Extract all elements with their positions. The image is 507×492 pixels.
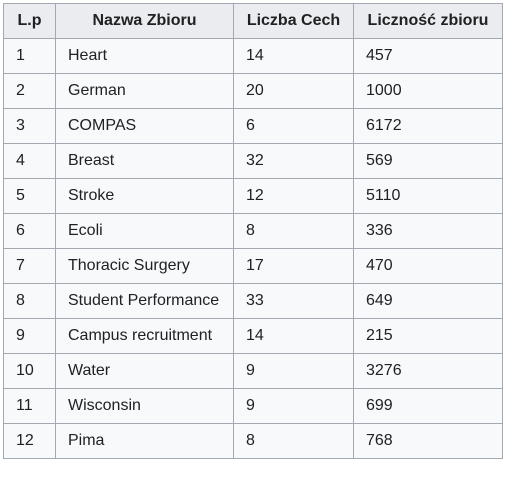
table-row: 5 Stroke 12 5110 — [3, 178, 503, 214]
feature-count-cell: 32 — [233, 143, 354, 179]
table-header: L.p Nazwa Zbioru Liczba Cech Liczność zb… — [3, 3, 503, 39]
table-row: 6 Ecoli 8 336 — [3, 213, 503, 249]
header-dataset-name: Nazwa Zbioru — [55, 3, 234, 39]
dataset-name-cell: Stroke — [55, 178, 234, 214]
table-row: 1 Heart 14 457 — [3, 38, 503, 74]
table-body: 1 Heart 14 457 2 German 20 1000 3 COMPAS 6 6172 4 Bre… — [3, 38, 503, 459]
table-row: 10 Water 9 3276 — [3, 353, 503, 389]
table-row: 7 Thoracic Surgery 17 470 — [3, 248, 503, 284]
dataset-size-cell: 569 — [353, 143, 503, 179]
feature-count-cell: 9 — [233, 353, 354, 389]
dataset-name-cell: Water — [55, 353, 234, 389]
dataset-size-cell: 3276 — [353, 353, 503, 389]
feature-count-cell: 9 — [233, 388, 354, 424]
dataset-name-cell: Student Performance — [55, 283, 234, 319]
feature-count-cell: 12 — [233, 178, 354, 214]
row-index-cell: 8 — [3, 283, 56, 319]
dataset-size-cell: 649 — [353, 283, 503, 319]
dataset-size-cell: 457 — [353, 38, 503, 74]
feature-count-cell: 14 — [233, 318, 354, 354]
header-dataset-size: Liczność zbioru — [353, 3, 503, 39]
feature-count-cell: 33 — [233, 283, 354, 319]
table-row: 9 Campus recruitment 14 215 — [3, 318, 503, 354]
dataset-name-cell: Campus recruitment — [55, 318, 234, 354]
row-index-cell: 6 — [3, 213, 56, 249]
dataset-name-cell: Ecoli — [55, 213, 234, 249]
dataset-name-cell: Breast — [55, 143, 234, 179]
dataset-size-cell: 336 — [353, 213, 503, 249]
dataset-size-cell: 215 — [353, 318, 503, 354]
dataset-size-cell: 768 — [353, 423, 503, 459]
dataset-name-cell: Heart — [55, 38, 234, 74]
row-index-cell: 5 — [3, 178, 56, 214]
row-index-cell: 9 — [3, 318, 56, 354]
row-index-cell: 2 — [3, 73, 56, 109]
row-index-cell: 1 — [3, 38, 56, 74]
feature-count-cell: 8 — [233, 423, 354, 459]
table-row: 11 Wisconsin 9 699 — [3, 388, 503, 424]
table-row: 3 COMPAS 6 6172 — [3, 108, 503, 144]
feature-count-cell: 6 — [233, 108, 354, 144]
row-index-cell: 11 — [3, 388, 56, 424]
dataset-size-cell: 699 — [353, 388, 503, 424]
row-index-cell: 10 — [3, 353, 56, 389]
dataset-size-cell: 6172 — [353, 108, 503, 144]
dataset-name-cell: Wisconsin — [55, 388, 234, 424]
row-index-cell: 3 — [3, 108, 56, 144]
datasets-table: L.p Nazwa Zbioru Liczba Cech Liczność zb… — [3, 3, 503, 459]
dataset-size-cell: 5110 — [353, 178, 503, 214]
dataset-name-cell: COMPAS — [55, 108, 234, 144]
dataset-size-cell: 1000 — [353, 73, 503, 109]
feature-count-cell: 20 — [233, 73, 354, 109]
dataset-name-cell: German — [55, 73, 234, 109]
header-feature-count: Liczba Cech — [233, 3, 354, 39]
table-row: 12 Pima 8 768 — [3, 423, 503, 459]
dataset-size-cell: 470 — [353, 248, 503, 284]
row-index-cell: 7 — [3, 248, 56, 284]
feature-count-cell: 17 — [233, 248, 354, 284]
table-row: 8 Student Performance 33 649 — [3, 283, 503, 319]
header-row: L.p Nazwa Zbioru Liczba Cech Liczność zb… — [3, 3, 503, 39]
dataset-name-cell: Pima — [55, 423, 234, 459]
feature-count-cell: 14 — [233, 38, 354, 74]
feature-count-cell: 8 — [233, 213, 354, 249]
dataset-name-cell: Thoracic Surgery — [55, 248, 234, 284]
header-index: L.p — [3, 3, 56, 39]
row-index-cell: 4 — [3, 143, 56, 179]
row-index-cell: 12 — [3, 423, 56, 459]
table-row: 2 German 20 1000 — [3, 73, 503, 109]
table-row: 4 Breast 32 569 — [3, 143, 503, 179]
